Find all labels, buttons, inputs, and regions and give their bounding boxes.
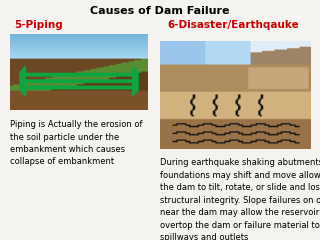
Text: 6-Disaster/Earthqauke: 6-Disaster/Earthqauke — [168, 20, 300, 30]
Text: Piping is Actually the erosion of
the soil particle under the
embankment which c: Piping is Actually the erosion of the so… — [10, 120, 142, 167]
Text: 5-Piping: 5-Piping — [14, 20, 63, 30]
Text: Causes of Dam Failure: Causes of Dam Failure — [90, 6, 230, 16]
Text: During earthquake shaking abutments and
foundations may shift and move allowing
: During earthquake shaking abutments and … — [160, 158, 320, 240]
